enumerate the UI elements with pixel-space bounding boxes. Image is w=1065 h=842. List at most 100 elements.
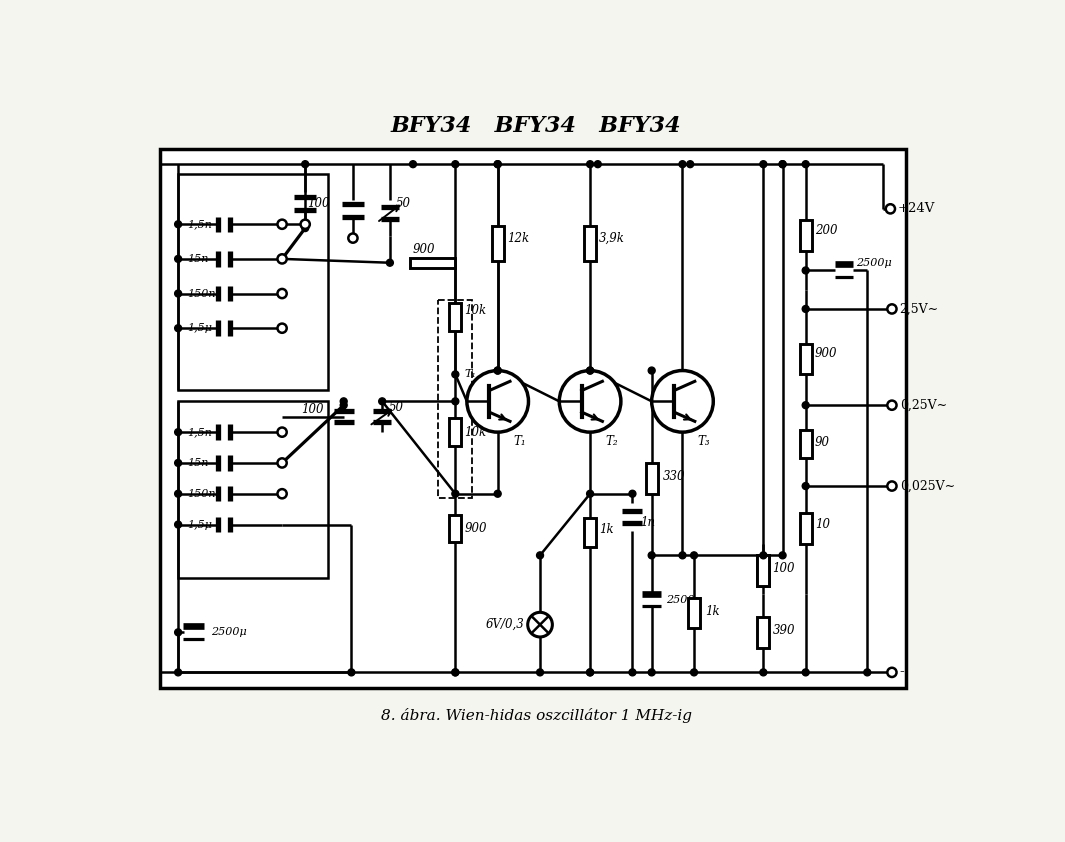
Circle shape <box>559 370 621 432</box>
Bar <box>757 556 770 586</box>
Bar <box>584 518 596 546</box>
Circle shape <box>887 668 897 677</box>
Text: 1,5μ: 1,5μ <box>187 520 212 530</box>
Circle shape <box>690 552 698 559</box>
Text: T₂: T₂ <box>606 434 618 448</box>
Text: 2500μ: 2500μ <box>666 595 701 605</box>
Circle shape <box>759 669 767 676</box>
Circle shape <box>452 669 459 676</box>
Circle shape <box>679 161 686 168</box>
Text: 0,25V∼: 0,25V∼ <box>900 399 947 412</box>
Text: 15n: 15n <box>187 254 209 264</box>
Circle shape <box>802 482 809 489</box>
Text: 150n: 150n <box>187 488 216 498</box>
Text: 200: 200 <box>815 224 837 237</box>
Text: +24V: +24V <box>898 202 935 216</box>
Text: 50: 50 <box>389 401 404 414</box>
Text: 12k: 12k <box>507 232 529 244</box>
Text: 330: 330 <box>663 470 686 482</box>
Circle shape <box>887 482 897 491</box>
Text: 100: 100 <box>307 197 329 210</box>
Circle shape <box>494 490 502 498</box>
Circle shape <box>278 254 286 264</box>
Circle shape <box>387 259 393 266</box>
Text: 900: 900 <box>815 347 837 360</box>
Text: 6V/0,3: 6V/0,3 <box>486 618 525 632</box>
Bar <box>800 429 812 457</box>
Circle shape <box>301 221 309 227</box>
Circle shape <box>587 669 593 676</box>
Circle shape <box>300 220 310 229</box>
Text: 10k: 10k <box>464 304 487 317</box>
Circle shape <box>175 429 182 435</box>
Circle shape <box>175 221 182 227</box>
Circle shape <box>587 367 593 374</box>
Circle shape <box>175 460 182 466</box>
Circle shape <box>348 669 355 676</box>
Text: BFY34   BFY34   BFY34: BFY34 BFY34 BFY34 <box>391 115 682 136</box>
Text: 2500μ: 2500μ <box>856 258 891 268</box>
Circle shape <box>301 161 309 168</box>
Text: 390: 390 <box>772 624 796 637</box>
Circle shape <box>652 370 714 432</box>
Circle shape <box>759 552 767 559</box>
Circle shape <box>278 489 286 498</box>
Circle shape <box>587 490 593 498</box>
Circle shape <box>301 225 309 232</box>
Bar <box>757 556 770 586</box>
Text: -: - <box>900 665 904 679</box>
Circle shape <box>452 371 459 378</box>
Text: 1,5n: 1,5n <box>187 219 212 229</box>
Text: T₁: T₁ <box>464 370 476 380</box>
Circle shape <box>629 490 636 498</box>
Text: 0,025V∼: 0,025V∼ <box>900 480 954 493</box>
Text: 100: 100 <box>301 402 324 416</box>
Text: 50: 50 <box>396 197 411 210</box>
Circle shape <box>340 402 347 408</box>
Bar <box>645 463 658 493</box>
Circle shape <box>649 669 655 676</box>
Bar <box>800 221 812 251</box>
Circle shape <box>649 552 655 559</box>
Text: 150n: 150n <box>187 289 216 299</box>
Circle shape <box>780 161 786 168</box>
Circle shape <box>687 161 693 168</box>
Circle shape <box>278 323 286 333</box>
Text: 1,5n: 1,5n <box>187 427 212 437</box>
Text: 8. ábra. Wien-hidas oszcillátor 1 MHz-ig: 8. ábra. Wien-hidas oszcillátor 1 MHz-ig <box>380 708 691 723</box>
Text: 15n: 15n <box>187 458 209 468</box>
Circle shape <box>587 161 593 168</box>
Bar <box>757 617 770 647</box>
Circle shape <box>410 161 416 168</box>
Text: 100: 100 <box>772 562 796 575</box>
Circle shape <box>175 669 182 676</box>
Circle shape <box>175 490 182 498</box>
Circle shape <box>175 325 182 332</box>
Circle shape <box>175 629 182 636</box>
Text: 1k: 1k <box>706 605 720 618</box>
Text: T₃: T₃ <box>698 434 710 448</box>
Text: 2,5V∼: 2,5V∼ <box>900 302 938 316</box>
Circle shape <box>802 161 809 168</box>
Text: 1k: 1k <box>600 524 613 536</box>
Circle shape <box>537 552 543 559</box>
Circle shape <box>802 669 809 676</box>
Circle shape <box>802 306 809 312</box>
Circle shape <box>802 402 809 408</box>
Circle shape <box>802 267 809 274</box>
Circle shape <box>452 490 459 498</box>
Text: 10k: 10k <box>464 426 487 439</box>
Circle shape <box>494 161 502 168</box>
Circle shape <box>494 367 502 374</box>
Circle shape <box>887 304 897 313</box>
Circle shape <box>780 161 786 168</box>
Bar <box>410 258 455 268</box>
Circle shape <box>175 521 182 528</box>
Bar <box>492 226 504 261</box>
Circle shape <box>452 161 459 168</box>
Bar <box>688 599 700 628</box>
Bar <box>178 174 328 390</box>
Circle shape <box>587 669 593 676</box>
Bar <box>449 514 461 542</box>
Circle shape <box>649 367 655 374</box>
